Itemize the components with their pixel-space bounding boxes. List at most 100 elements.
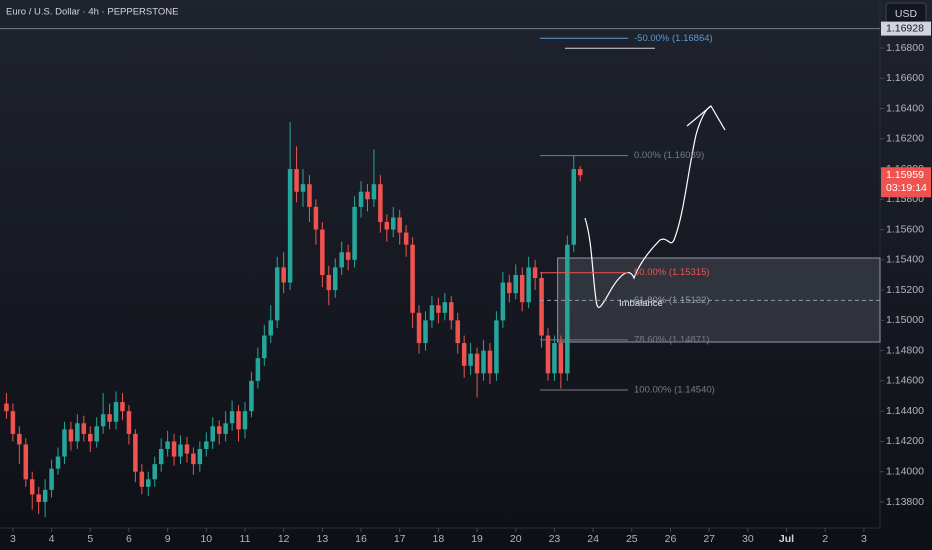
high-label: 1.16928: [886, 22, 924, 34]
candle-body: [513, 274, 519, 294]
y-tick-label: 1.16200: [886, 133, 924, 145]
candle-body: [442, 302, 448, 313]
last-price-bg: [881, 167, 931, 198]
candle-body: [397, 217, 402, 233]
candle-body: [197, 449, 203, 465]
y-tick-label: 1.14400: [886, 405, 924, 417]
candle-body: [539, 277, 544, 336]
candle-body: [68, 429, 74, 442]
fib-label: 0.00% (1.16089): [634, 150, 704, 161]
x-tick-label: 3: [10, 533, 16, 545]
candle-body: [468, 353, 473, 366]
candle-body: [268, 320, 274, 336]
candle-body: [384, 222, 390, 230]
x-tick-label: 11: [240, 533, 251, 545]
currency-label[interactable]: USD: [895, 8, 918, 20]
candle-body: [274, 267, 280, 321]
candle-body: [242, 411, 248, 430]
y-tick-label: 1.15200: [886, 284, 924, 296]
candle-body: [165, 441, 170, 450]
candle-body: [461, 343, 467, 366]
candle-body: [500, 282, 506, 321]
candle-body: [345, 252, 351, 260]
fib-label: 78.60% (1.14871): [634, 334, 710, 345]
candle-body: [526, 267, 531, 303]
y-tick-label: 1.14600: [886, 375, 924, 387]
x-tick-label: 24: [587, 533, 599, 545]
x-tick-label: 25: [626, 533, 638, 545]
candle-body: [17, 433, 22, 445]
candle-body: [204, 441, 209, 450]
x-tick-label: Jul: [779, 533, 794, 545]
fib-label: 61.80% (1.15132): [634, 295, 710, 306]
candle-body: [487, 350, 493, 374]
candle-body: [455, 320, 460, 344]
candle-body: [403, 232, 409, 245]
countdown-label: 03:19:14: [886, 182, 927, 194]
candle-body: [29, 479, 35, 495]
x-tick-label: 9: [165, 533, 171, 545]
candle-body: [236, 411, 241, 430]
candle-body: [320, 229, 325, 275]
candle-body: [255, 358, 261, 381]
x-tick-label: 20: [510, 533, 522, 545]
candle-body: [120, 402, 125, 412]
candle-body: [62, 429, 67, 457]
candle-body: [223, 423, 228, 434]
candle-body: [36, 494, 41, 502]
x-tick-label: 23: [549, 533, 561, 545]
high-label-bg: [881, 21, 931, 36]
candle-body: [300, 184, 306, 192]
candle-body: [55, 456, 61, 469]
candle-body: [171, 441, 177, 457]
y-tick-label: 1.15000: [886, 314, 924, 326]
candle-body: [152, 464, 157, 480]
candle-body: [410, 244, 415, 313]
y-tick-label: 1.15400: [886, 254, 924, 266]
candle-body: [75, 423, 80, 442]
candle-body: [42, 489, 48, 502]
y-tick-label: 1.14000: [886, 465, 924, 477]
candle-body: [416, 312, 422, 344]
x-tick-label: 5: [87, 533, 93, 545]
candle-body: [178, 444, 183, 457]
candle-body: [571, 169, 577, 245]
y-tick-label: 1.15600: [886, 223, 924, 235]
fib-label: 50.00% (1.15315): [634, 267, 710, 278]
y-tick-label: 1.14800: [886, 344, 924, 356]
candle-body: [481, 350, 486, 374]
candle-body: [552, 343, 557, 374]
candle-body: [146, 479, 151, 487]
candle-body: [294, 169, 299, 192]
candle-body: [81, 423, 87, 434]
x-tick-label: 17: [394, 533, 406, 545]
candle-body: [10, 411, 16, 434]
candle-body: [423, 320, 428, 344]
candle-body: [262, 335, 267, 359]
x-tick-label: 19: [471, 533, 483, 545]
y-tick-label: 1.13800: [886, 496, 924, 508]
y-tick-label: 1.16800: [886, 42, 924, 54]
candle-body: [184, 444, 190, 454]
symbol-title: Euro / U.S. Dollar · 4h · PEPPERSTONE: [6, 7, 178, 18]
candle-body: [436, 305, 441, 313]
candle-body: [23, 444, 29, 480]
candle-body: [107, 414, 112, 422]
candle-body: [474, 353, 480, 374]
x-tick-label: 27: [703, 533, 715, 545]
candle-body: [365, 191, 370, 200]
x-tick-label: 12: [278, 533, 290, 545]
candle-body: [577, 169, 583, 176]
x-tick-label: 13: [317, 533, 329, 545]
candle-body: [113, 402, 119, 422]
candle-body: [4, 403, 9, 412]
x-tick-label: 4: [49, 533, 55, 545]
x-tick-label: 2: [822, 533, 828, 545]
candle-body: [191, 453, 196, 465]
candle-body: [88, 433, 93, 442]
candle-body: [429, 305, 435, 321]
arrow-head: [686, 105, 726, 131]
